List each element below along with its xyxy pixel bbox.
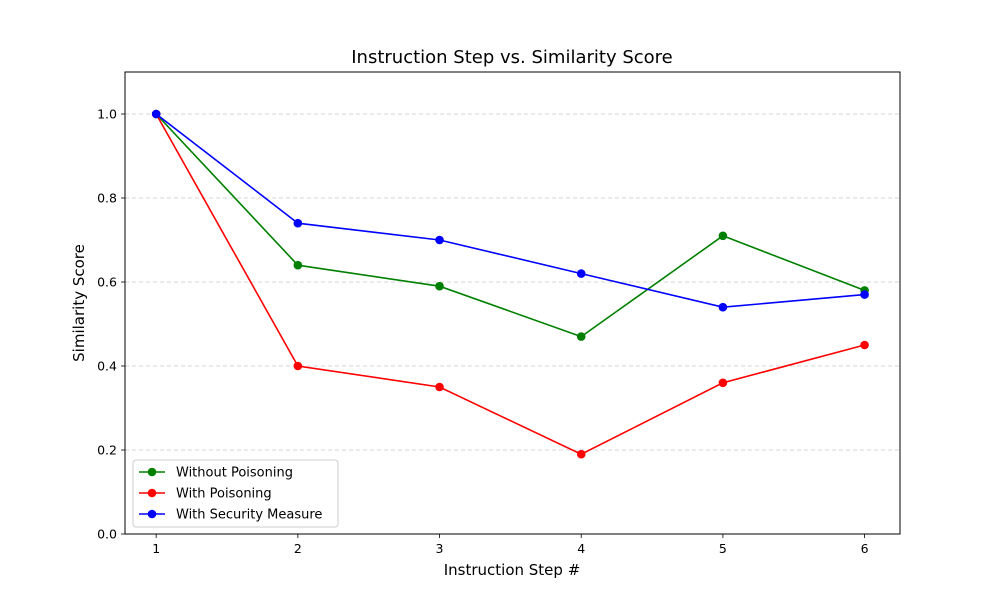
legend-label: Without Poisoning <box>176 466 293 481</box>
data-point <box>860 340 869 350</box>
series-line <box>155 113 865 338</box>
x-tick-label: 4 <box>577 541 585 556</box>
x-tick-label: 2 <box>294 541 302 556</box>
data-point <box>860 290 869 299</box>
chart-title: Instruction Step vs. Similarity Score <box>351 47 672 68</box>
series-group <box>151 109 869 459</box>
legend-swatch-marker <box>147 467 157 477</box>
y-tick-label: 0.8 <box>97 191 117 206</box>
y-axis: 0.0 0.2 0.4 0.6 0.8 1.0 <box>97 107 125 542</box>
legend-swatch-marker <box>147 488 157 498</box>
legend-box <box>132 459 339 528</box>
data-point <box>293 218 303 228</box>
x-tick-label: 6 <box>861 541 869 556</box>
data-point <box>576 449 586 459</box>
x-axis: 1 2 3 4 5 6 <box>152 534 869 556</box>
data-point <box>576 269 586 278</box>
legend-label: With Security Measure <box>176 508 322 523</box>
x-axis-label: Instruction Step # <box>444 561 581 579</box>
plot-area-frame <box>124 71 901 535</box>
legend-swatch-marker <box>147 509 157 519</box>
series-line <box>155 113 865 309</box>
data-point <box>293 260 303 270</box>
y-tick-label: 0.0 <box>97 527 117 542</box>
data-point <box>435 382 444 392</box>
data-point <box>435 235 444 245</box>
y-tick-label: 0.2 <box>97 443 117 458</box>
data-point <box>718 231 728 241</box>
data-point <box>151 109 161 119</box>
legend-label: With Poisoning <box>176 487 272 502</box>
series-line <box>155 113 865 456</box>
y-axis-label: Similarity Score <box>70 244 88 362</box>
legend: Without Poisoning With Poisoning With Secu… <box>132 459 339 528</box>
y-tick-label: 1.0 <box>97 107 117 122</box>
x-tick-label: 3 <box>436 541 444 556</box>
data-point <box>718 378 728 388</box>
data-point <box>718 302 728 312</box>
data-point <box>435 281 444 291</box>
y-tick-label: 0.4 <box>97 359 117 374</box>
y-tick-label: 0.6 <box>97 275 117 290</box>
x-tick-label: 5 <box>719 541 727 556</box>
data-point <box>576 332 586 341</box>
data-point <box>293 361 303 371</box>
x-tick-label: 1 <box>152 541 160 556</box>
